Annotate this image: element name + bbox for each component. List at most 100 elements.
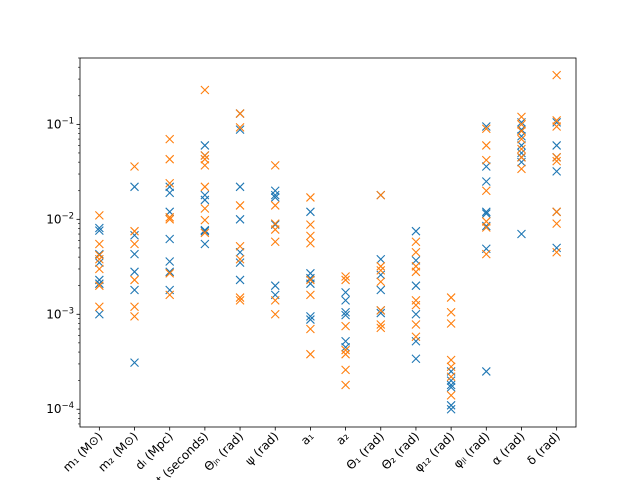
data-point-series-2: [270, 309, 280, 319]
data-point-series-1: [446, 376, 456, 386]
data-point-series-2: [200, 85, 210, 95]
data-point-series-1: [411, 281, 421, 291]
data-point-series-2: [411, 237, 421, 247]
data-point-series-1: [552, 117, 562, 127]
data-point-series-2: [270, 225, 280, 234]
data-point-series-1: [376, 270, 386, 280]
data-point-series-1: [376, 254, 386, 264]
data-point-series-1: [94, 226, 104, 236]
data-point-series-1: [446, 380, 456, 390]
data-point-series-2: [130, 226, 139, 236]
data-point-series-2: [446, 307, 456, 317]
data-point-series-1: [446, 400, 456, 410]
data-point-series-2: [235, 254, 245, 264]
data-point-series-2: [376, 261, 386, 271]
data-point-series-1: [341, 310, 350, 320]
data-point-series-2: [481, 186, 491, 196]
data-point-series-1: [341, 307, 350, 317]
data-point-series-1: [517, 148, 526, 158]
y-tick-label: 10−1: [46, 116, 74, 131]
data-point-series-2: [130, 162, 139, 171]
data-point-series-1: [270, 193, 280, 202]
data-point-series-2: [94, 239, 104, 249]
data-point-series-1: [411, 336, 421, 346]
data-point-series-2: [552, 247, 562, 257]
plot-markers: [94, 70, 562, 414]
data-point-series-2: [306, 231, 315, 241]
data-point-series-2: [235, 241, 245, 251]
data-point-series-2: [200, 182, 210, 192]
data-point-series-1: [130, 230, 139, 240]
data-point-series-2: [235, 122, 245, 132]
data-point-series-1: [165, 267, 175, 277]
data-point-series-2: [517, 144, 526, 154]
data-point-series-2: [235, 296, 245, 305]
data-point-series-1: [481, 122, 491, 131]
data-point-series-1: [270, 281, 280, 291]
data-point-series-2: [552, 122, 562, 131]
data-point-series-2: [341, 349, 350, 359]
data-point-series-1: [200, 225, 210, 235]
data-point-series-1: [130, 358, 139, 367]
data-point-series-2: [376, 190, 386, 200]
data-point-series-2: [270, 160, 280, 170]
data-point-series-1: [481, 207, 491, 217]
data-point-series-2: [481, 141, 491, 150]
data-point-series-1: [341, 342, 350, 352]
data-point-series-2: [94, 250, 104, 260]
data-point-series-2: [517, 164, 526, 174]
data-point-series-2: [306, 324, 315, 334]
y-axis: 10−4 10−3 10−2 10−1: [46, 57, 80, 425]
data-point-series-1: [270, 190, 280, 200]
data-point-series-2: [130, 275, 139, 285]
data-point-series-2: [411, 332, 421, 342]
data-point-series-1: [94, 223, 104, 233]
axes-frame: [79, 57, 577, 428]
data-point-series-1: [517, 229, 526, 239]
data-point-series-1: [94, 258, 104, 268]
data-point-series-2: [411, 320, 421, 329]
data-point-series-2: [94, 211, 104, 220]
data-point-series-2: [165, 134, 175, 144]
data-point-series-2: [552, 207, 562, 217]
data-point-series-1: [411, 226, 421, 236]
data-point-series-1: [552, 141, 562, 150]
data-point-series-1: [552, 243, 562, 253]
data-point-series-1: [411, 354, 421, 364]
y-tick-label: 10−4: [46, 401, 74, 416]
data-point-series-2: [165, 212, 175, 222]
data-point-series-1: [341, 296, 350, 305]
data-point-series-1: [446, 382, 456, 392]
data-point-series-2: [130, 312, 139, 321]
data-point-series-2: [411, 247, 421, 257]
data-point-series-1: [235, 275, 245, 285]
data-point-series-1: [306, 207, 315, 217]
data-point-series-2: [376, 323, 386, 333]
data-point-series-2: [165, 268, 175, 278]
data-point-series-1: [200, 239, 210, 249]
data-point-series-1: [165, 234, 175, 244]
data-point-series-1: [306, 279, 315, 289]
data-point-series-2: [411, 300, 421, 310]
data-point-series-2: [200, 204, 210, 213]
data-point-series-2: [517, 134, 526, 144]
data-point-series-2: [341, 275, 350, 285]
data-point-series-1: [94, 309, 104, 319]
data-point-series-2: [481, 124, 491, 134]
data-point-series-2: [517, 152, 526, 162]
data-point-series-2: [94, 264, 104, 274]
data-point-series-1: [235, 182, 245, 192]
data-point-series-1: [200, 226, 210, 236]
data-point-series-2: [552, 70, 562, 80]
data-point-series-1: [94, 279, 104, 289]
data-point-series-2: [235, 201, 245, 210]
data-point-series-2: [94, 302, 104, 312]
data-point-series-2: [517, 126, 526, 136]
data-point-series-2: [446, 293, 456, 302]
data-point-series-2: [376, 320, 386, 329]
data-point-series-2: [200, 228, 210, 238]
data-point-series-1: [376, 308, 386, 318]
data-point-series-1: [481, 177, 491, 186]
data-point-series-2: [341, 345, 350, 355]
